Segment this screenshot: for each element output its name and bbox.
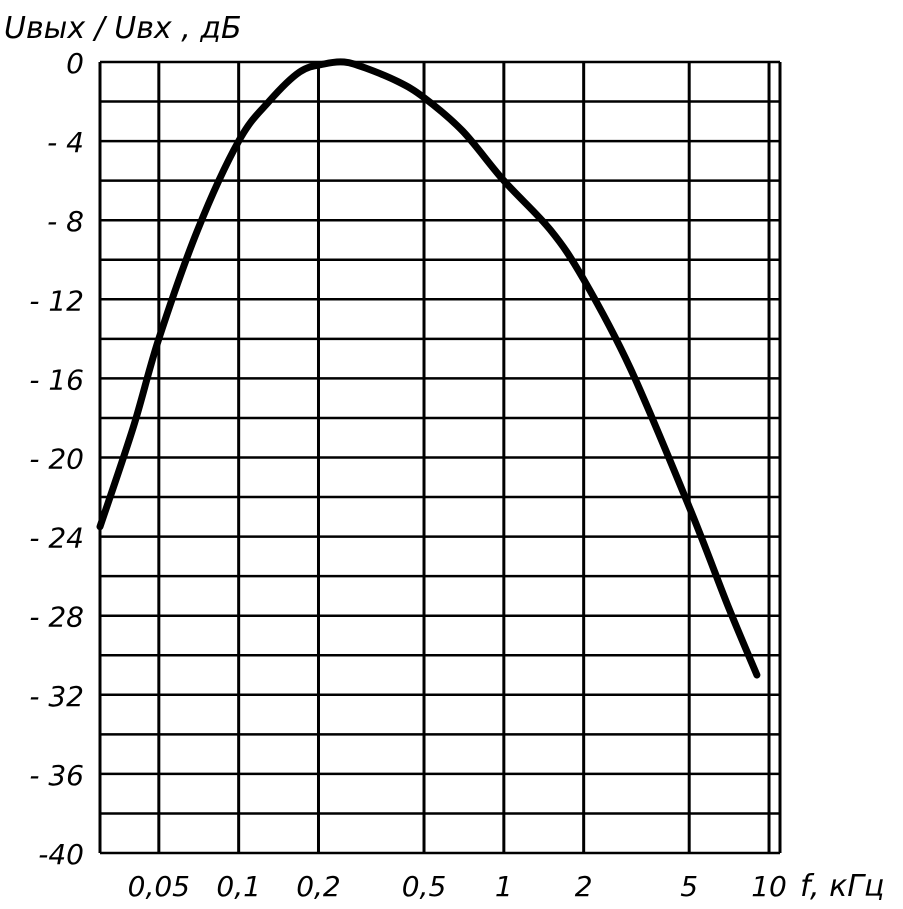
x-tick-label: 0,1 — [216, 870, 261, 903]
y-tick-label: - 4 — [47, 126, 84, 159]
y-tick-label: 0 — [66, 47, 84, 80]
grid — [98, 60, 782, 855]
series-line — [96, 58, 761, 679]
y-tick-label: - 28 — [29, 601, 84, 634]
y-tick-label: - 24 — [29, 522, 84, 555]
x-tick-label: 0,2 — [296, 870, 341, 903]
y-tick-label: - 8 — [47, 205, 84, 238]
y-tick-label: -40 — [38, 838, 84, 871]
x-tick-label: 5 — [680, 870, 698, 903]
x-tick-label: 10 — [751, 870, 787, 903]
y-tick-label: - 36 — [29, 759, 84, 792]
x-axis-label: f, кГц — [800, 869, 884, 904]
x-tick-label: 0,05 — [128, 870, 190, 903]
x-tick-label: 0,5 — [402, 870, 447, 903]
y-tick-label: - 12 — [29, 284, 84, 317]
y-tick-label: - 32 — [29, 680, 84, 713]
y-tick-label: - 16 — [29, 363, 84, 396]
x-tick-label: 2 — [575, 870, 593, 903]
y-tick-label: - 20 — [29, 443, 84, 476]
y-axis-label: Uвых / Uвх , дБ — [4, 11, 242, 46]
x-tick-label: 1 — [495, 870, 513, 903]
